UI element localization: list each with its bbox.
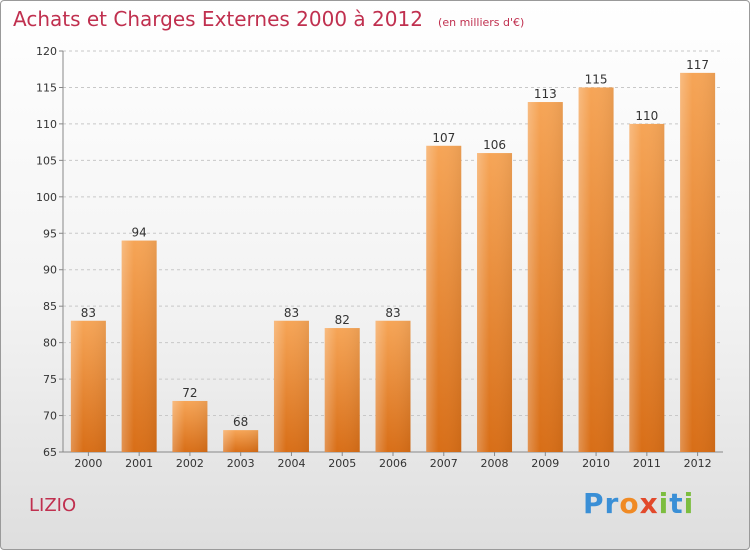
x-tick-label: 2002 — [176, 457, 204, 470]
bar-shading — [375, 320, 411, 452]
x-tick-label: 2007 — [430, 457, 458, 470]
x-tick-label: 2008 — [481, 457, 509, 470]
bar-shading — [578, 87, 614, 453]
proxiti-logo: Proxiti — [583, 487, 694, 520]
bar-shading — [70, 320, 106, 452]
logo-letter: i — [683, 487, 695, 520]
place-name: LIZIO — [29, 495, 77, 516]
data-label: 83 — [81, 306, 96, 320]
chart-title: Achats et Charges Externes 2000 à 2012 — [13, 7, 423, 31]
bar-shading — [680, 72, 716, 452]
bar-shading — [426, 145, 462, 453]
x-tick-label: 2004 — [277, 457, 305, 470]
data-label: 82 — [335, 313, 350, 327]
chart-unit: (en milliers d'€) — [438, 16, 525, 29]
y-tick-label: 70 — [43, 410, 57, 423]
data-label: 110 — [635, 109, 658, 123]
x-tick-label: 2006 — [379, 457, 407, 470]
y-tick-label: 100 — [36, 191, 57, 204]
y-tick-label: 115 — [36, 81, 57, 94]
data-label: 72 — [182, 386, 197, 400]
logo-letter: P — [583, 487, 605, 520]
y-tick-label: 110 — [36, 118, 57, 131]
bar-shading — [527, 102, 563, 452]
data-label: 107 — [432, 131, 455, 145]
x-tick-label: 2012 — [684, 457, 712, 470]
data-label: 113 — [534, 87, 557, 101]
data-label: 115 — [585, 72, 608, 86]
x-tick-label: 2009 — [531, 457, 559, 470]
bar-shading — [172, 400, 208, 452]
x-tick-label: 2010 — [582, 457, 610, 470]
logo-letter: i — [658, 487, 670, 520]
logo-letter: t — [669, 487, 684, 520]
y-tick-label: 80 — [43, 337, 57, 350]
y-tick-label: 120 — [36, 45, 57, 58]
y-tick-label: 85 — [43, 300, 57, 313]
data-label: 68 — [233, 415, 248, 429]
bar-shading — [223, 430, 259, 452]
y-tick-label: 105 — [36, 154, 57, 167]
labels: 83 94 72 68 83 82 83 107 106 113 115 110 117 — [81, 58, 709, 429]
bar-shading — [121, 240, 157, 452]
data-label: 117 — [686, 58, 709, 72]
data-label: 106 — [483, 138, 506, 152]
data-label: 83 — [284, 306, 299, 320]
chart-title-block: Achats et Charges Externes 2000 à 2012 (… — [13, 7, 524, 31]
x-tick-label: 2003 — [227, 457, 255, 470]
logo-letter: o — [619, 487, 640, 520]
y-tick-label: 65 — [43, 446, 57, 459]
bar-shading — [273, 320, 309, 452]
x-tick-label: 2001 — [125, 457, 153, 470]
y-tick-label: 95 — [43, 227, 57, 240]
bar-shading — [324, 328, 360, 452]
x-tick-label: 2005 — [328, 457, 356, 470]
logo-letter: x — [639, 487, 659, 520]
y-tick-label: 75 — [43, 373, 57, 386]
y-tick-label: 90 — [43, 264, 57, 277]
bar-shading — [629, 123, 665, 452]
x-tick-label: 2000 — [74, 457, 102, 470]
logo-letter: r — [604, 487, 620, 520]
data-label: 94 — [132, 226, 147, 240]
bars — [70, 72, 716, 453]
bar-shading — [477, 153, 513, 452]
data-label: 83 — [385, 306, 400, 320]
x-tick-label: 2011 — [633, 457, 661, 470]
